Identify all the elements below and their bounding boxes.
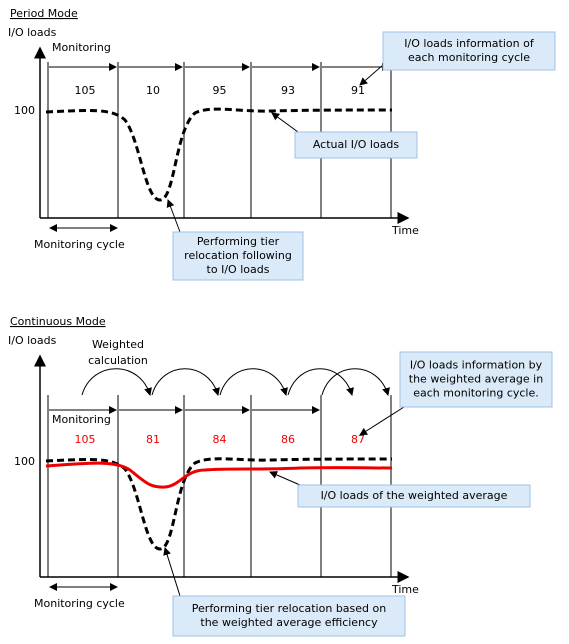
weighted-arc (287, 368, 354, 396)
callout-text: Actual I/O loads (313, 138, 400, 151)
x-axis-label: Time (391, 583, 419, 596)
callout-box (297, 484, 531, 508)
callout-box (399, 351, 553, 408)
weighted-label: calculation (88, 354, 148, 367)
cycle-value: 87 (351, 433, 365, 446)
continuous-mode: Continuous Mode I/O loads Time 100 105 81 84 86… (8, 315, 553, 637)
callout-box (172, 231, 304, 281)
y-value: 100 (14, 455, 35, 468)
callout-text: the weighted average in (409, 373, 543, 386)
x-axis-label: Time (391, 224, 419, 237)
weighted-arc (81, 368, 152, 396)
weighted-arc (321, 368, 390, 396)
callout-box (172, 595, 406, 637)
section-title: Continuous Mode (10, 315, 106, 328)
cycle-value: 105 (75, 433, 96, 446)
callout-text: each monitoring cycle (408, 51, 530, 64)
callout-text: I/O loads information by (410, 359, 543, 372)
cycle-value: 10 (146, 84, 160, 97)
callout-text: to I/O loads (207, 263, 270, 276)
callout-box (294, 131, 418, 159)
callout-leader (163, 547, 181, 597)
section-title: Period Mode (10, 7, 78, 20)
weighted-arc (151, 368, 220, 396)
callout-text: I/O loads information of (404, 37, 535, 50)
weighted-arc (219, 368, 288, 396)
y-axis-label: I/O loads (8, 26, 57, 39)
callout-leader (271, 112, 299, 133)
cycle-label: Monitoring cycle (34, 238, 125, 251)
y-axis-label: I/O loads (8, 334, 57, 347)
weighted-curve (45, 461, 393, 489)
callout-leader (166, 199, 181, 233)
cycle-value: 105 (75, 84, 96, 97)
callout-text: Performing tier relocation based on (192, 602, 386, 615)
cycle-value: 81 (146, 433, 160, 446)
monitoring-label: Monitoring (52, 41, 111, 54)
cycle-value: 95 (213, 84, 227, 97)
cycle-value: 86 (281, 433, 295, 446)
cycle-value: 84 (213, 433, 227, 446)
callout-leader (359, 406, 405, 436)
callout-text: I/O loads of the weighted average (321, 489, 508, 502)
monitoring-label: Monitoring (52, 413, 111, 426)
period-mode: Period Mode I/O loads Time 100 105 10 95 93 91 Mo… (8, 7, 556, 281)
callout-box (382, 31, 556, 71)
cycle-value: 91 (351, 84, 365, 97)
cycle-label: Monitoring cycle (34, 597, 125, 610)
cycle-value: 93 (281, 84, 295, 97)
actual-load-curve (45, 107, 393, 202)
callout-text: each monitoring cycle. (413, 387, 539, 400)
callout-text: relocation following (184, 249, 292, 262)
callout-leader (359, 64, 384, 86)
callout-text: the weighted average efficiency (200, 616, 378, 629)
weighted-label: Weighted (92, 338, 144, 351)
y-value: 100 (14, 104, 35, 117)
callout-leader (269, 471, 301, 486)
callout-text: Performing tier (197, 235, 280, 248)
